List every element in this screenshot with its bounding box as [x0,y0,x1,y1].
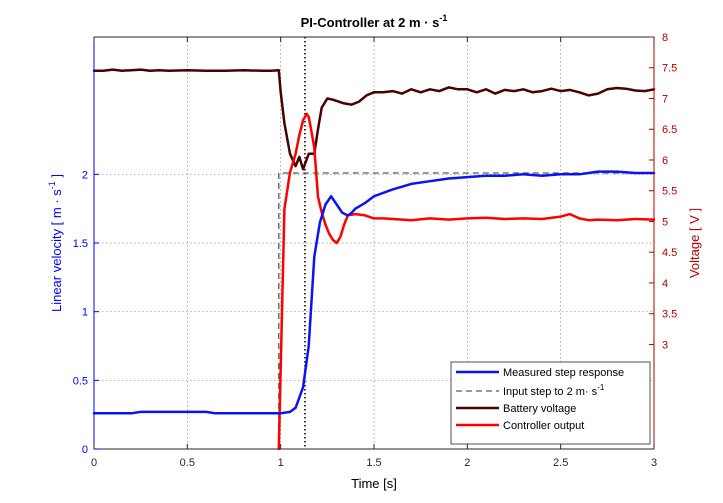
axis-ticks: 0 0.5 1 1.5 2 2.5 3 0 0.5 1 1.5 2 3 3.5 4 4.5 5 5.5 6 6.5 7 7… [73,32,678,469]
y-left-axis-label: Linear velocity [ m · s-1 ] [47,174,64,312]
y-left-tick-label: 1.5 [73,238,88,250]
chart-title: PI-Controller at 2 m · s-1 [301,13,448,30]
y-right-tick-label: 3.5 [662,309,677,321]
y-right-tick-label: 7 [662,93,668,105]
x-tick-label: 0.5 [180,457,195,469]
legend-label-input-step: Input step to 2 m· s-1 [503,383,605,398]
y-left-tick-label: 0.5 [73,375,88,387]
x-tick-label: 3 [651,457,657,469]
legend-label-controller: Controller output [503,420,584,432]
y-left-tick-label: 2 [82,169,88,181]
y-right-tick-label: 5.5 [662,186,677,198]
series-measured-step-response [92,170,656,415]
y-left-tick-label: 1 [82,307,88,319]
legend-box [450,361,651,445]
y-right-tick-label: 6.5 [662,124,677,136]
y-right-tick-label: 4.5 [662,247,677,259]
x-tick-label: 2.5 [553,457,568,469]
series-input-step [278,172,654,449]
legend-label-battery: Battery voltage [503,403,576,415]
grid [94,37,654,449]
y-right-tick-label: 7.5 [662,63,677,75]
y-right-tick-label: 5 [662,216,668,228]
legend: Measured step response Input step to 2 m… [450,361,651,445]
series-battery-voltage [92,68,656,171]
y-left-tick-label: 0 [82,444,88,456]
y-right-tick-label: 6 [662,155,668,167]
x-tick-label: 0 [91,457,97,469]
x-tick-label: 1 [278,457,284,469]
x-tick-label: 2 [464,457,470,469]
y-right-tick-label: 4 [662,278,668,290]
y-right-axis-label: Voltage [ V ] [687,208,702,278]
series-controller-output [277,112,656,451]
x-axis-label: Time [s] [351,476,397,491]
y-right-tick-label: 8 [662,32,668,44]
legend-label-measured: Measured step response [503,367,624,379]
y-right-tick-label: 3 [662,339,668,351]
series-lines [92,68,656,451]
x-tick-label: 1.5 [366,457,381,469]
